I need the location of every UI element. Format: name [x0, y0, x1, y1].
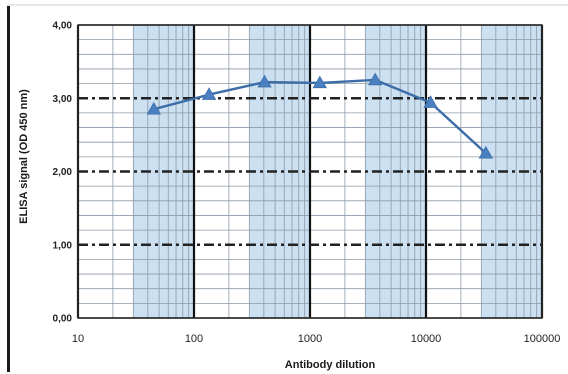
y-tick-label: 3,00	[53, 94, 73, 105]
data-series	[146, 72, 493, 159]
data-point	[257, 74, 272, 88]
y-tick-label: 1,00	[53, 240, 73, 251]
tick-labels: 10 100 1000 10000 100000 0,00 1,00 2,00 3,00 4,00	[53, 21, 561, 346]
x-tick-label: 100000	[524, 333, 561, 345]
y-tick-label: 4,00	[53, 21, 73, 32]
y-axis-title: ELISA signal (OD 450 nm)	[18, 89, 30, 224]
data-point	[368, 72, 383, 86]
data-point	[201, 87, 217, 100]
data-point	[312, 75, 327, 89]
top-frame-edge	[7, 4, 568, 6]
x-tick-label: 100	[185, 333, 203, 345]
x-tick-label: 10	[72, 333, 84, 345]
data-point	[423, 95, 438, 108]
data-point	[146, 101, 161, 115]
x-axis-title: Antibody dilution	[285, 359, 376, 371]
major-gridlines	[76, 24, 544, 319]
plot-border	[77, 24, 543, 319]
decade-band	[249, 25, 310, 318]
x-tick-label: 10000	[411, 333, 442, 345]
x-tick-label: 1000	[298, 333, 322, 345]
left-frame-edge	[7, 4, 10, 372]
y-tick-label: 0,00	[53, 314, 73, 325]
data-point	[478, 145, 493, 159]
y-tick-label: 2,00	[53, 167, 73, 178]
